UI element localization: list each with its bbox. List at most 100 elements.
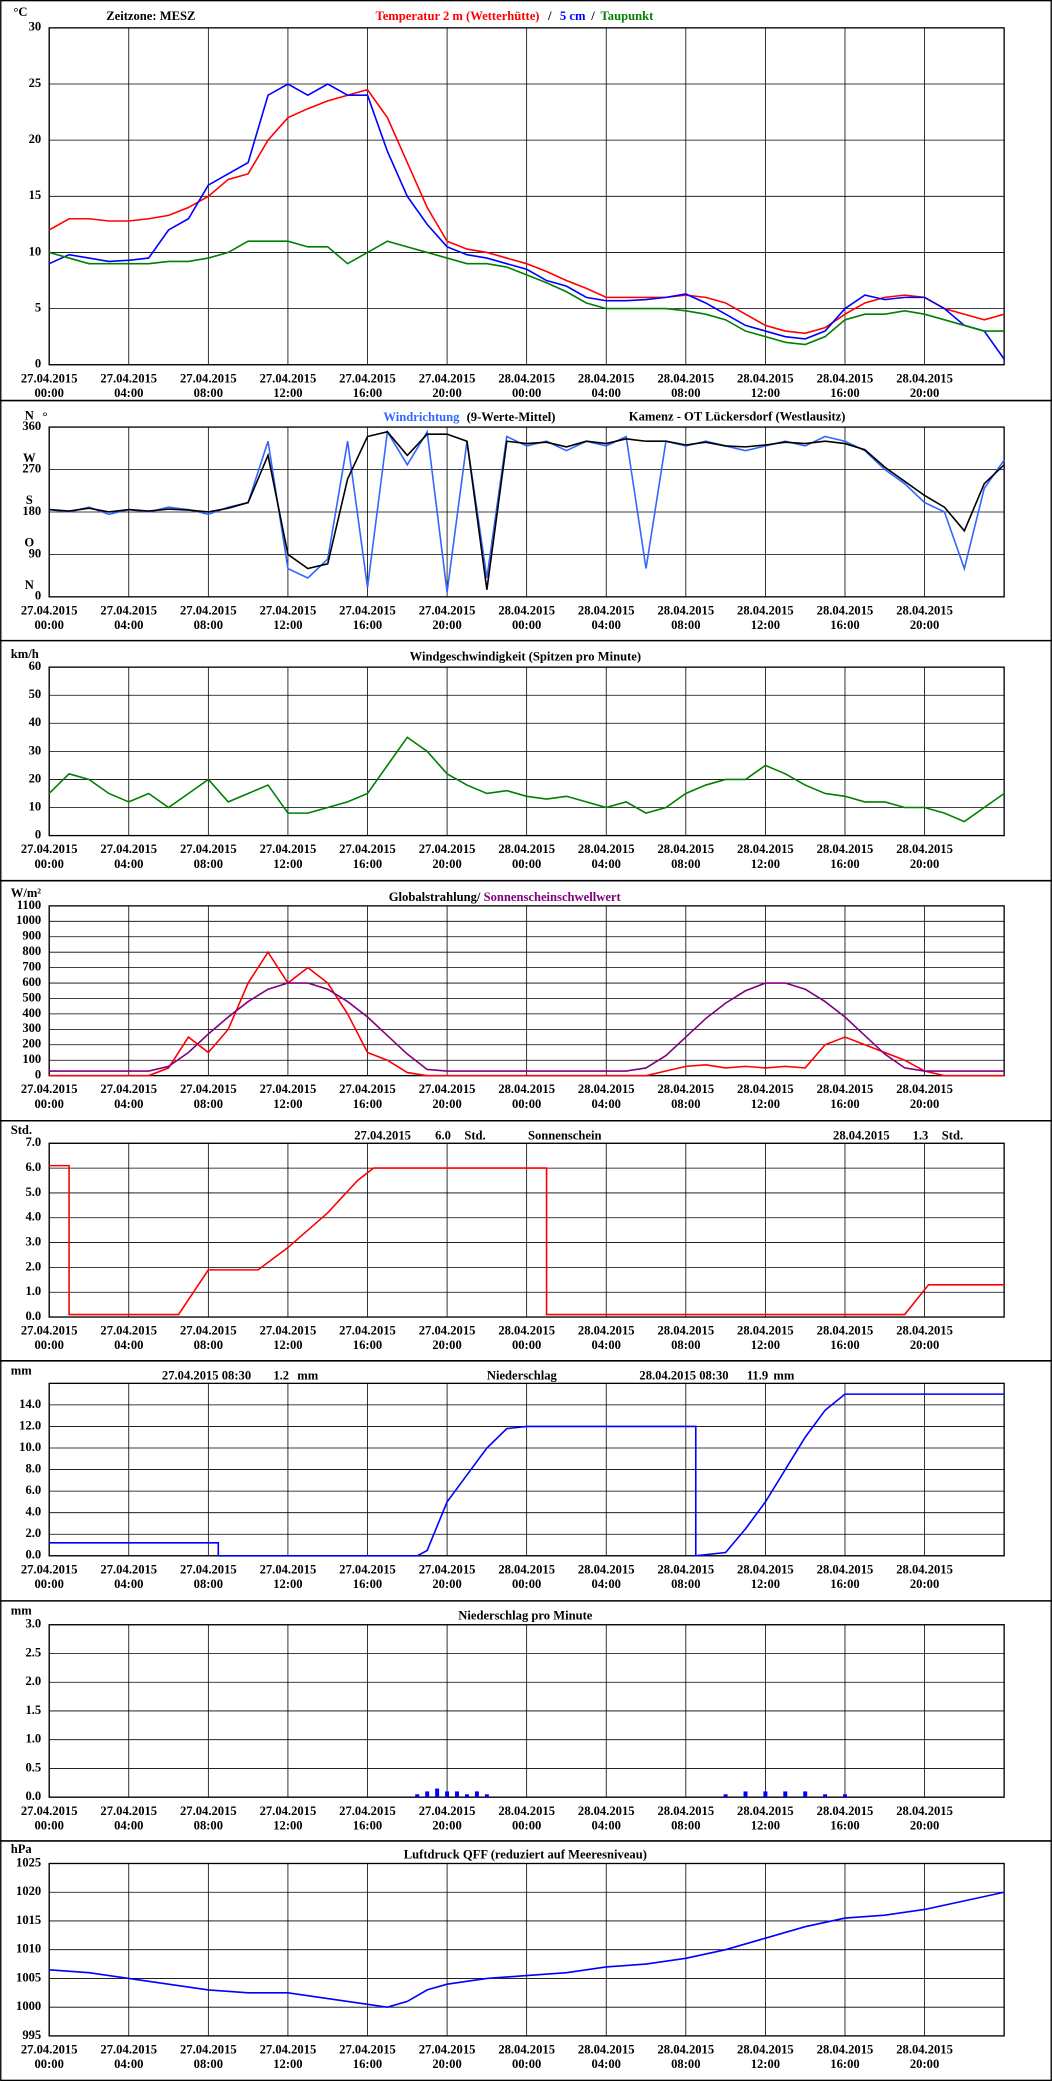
- timezone: Zeitzone: MESZ: [106, 9, 195, 23]
- x-tick-label: 28.04.2015 00:00: [498, 603, 555, 632]
- x-tick-label: 27.04.2015 12:00: [260, 603, 317, 632]
- x-tick-label: 28.04.2015 20:00: [896, 1562, 953, 1591]
- x-tick-label: 28.04.2015 08:00: [657, 1324, 714, 1353]
- x-tick-label: 27.04.2015 20:00: [419, 603, 476, 632]
- x-tick-label: 28.04.2015 12:00: [737, 842, 794, 871]
- chart-title: Windgeschwindigkeit (Spitzen pro Minute): [410, 650, 642, 664]
- chart-title: Niederschlag pro Minute: [458, 1609, 593, 1623]
- x-tick-label: 27.04.2015 00:00: [21, 2042, 78, 2071]
- bar: [415, 1794, 420, 1798]
- y-tick-label: 1.0: [25, 1284, 41, 1298]
- series-line: [49, 982, 1005, 1072]
- x-tick-label: 28.04.2015 20:00: [896, 1804, 953, 1833]
- y-tick-label: 500: [22, 990, 41, 1004]
- x-tick-label: 28.04.2015 04:00: [578, 842, 635, 871]
- x-tick-label: 27.04.2015 16:00: [339, 842, 396, 871]
- y-tick-label: 14.0: [19, 1397, 41, 1411]
- series-line: [49, 1891, 1005, 2008]
- y-tick-label: 30: [29, 20, 42, 34]
- x-tick-label: 28.04.2015 20:00: [896, 1324, 953, 1353]
- separator: /: [590, 9, 595, 23]
- x-tick-label: 28.04.2015 12:00: [737, 371, 794, 400]
- x-tick-label: 28.04.2015 08:00: [657, 2042, 714, 2071]
- y-tick-label: 400: [22, 1006, 41, 1020]
- series-line: [48, 83, 1005, 360]
- chart-title: Sonnenschein: [528, 1129, 602, 1143]
- x-tick-label: 28.04.2015 00:00: [498, 842, 555, 871]
- y-tick-label: 5: [35, 300, 41, 314]
- x-tick-label: 27.04.2015 00:00: [21, 603, 78, 632]
- y-tick-label: 2.0: [25, 1526, 41, 1540]
- legend-entry: 5 cm: [560, 9, 586, 23]
- separator: /: [547, 9, 552, 23]
- bar: [783, 1791, 788, 1798]
- x-tick-label: 27.04.2015 08:00: [180, 1082, 237, 1111]
- annotation: Std.: [942, 1129, 963, 1143]
- x-tick-label: 28.04.2015 00:00: [498, 1324, 555, 1353]
- panel: 0.0 1.0 2.0 3.0 4.0 5.0 6.0 7.0 27.04.2015 00:00 2…: [21, 1135, 1005, 1353]
- y-tick-label: 6.0: [25, 1483, 41, 1497]
- y-tick-label: 6.0: [25, 1160, 41, 1174]
- x-tick-label: 27.04.2015 16:00: [339, 1804, 396, 1833]
- x-tick-label: 28.04.2015 12:00: [737, 1082, 794, 1111]
- x-tick-label: 27.04.2015 16:00: [339, 603, 396, 632]
- series-line: [49, 429, 1005, 593]
- x-tick-label: 27.04.2015 04:00: [100, 1324, 157, 1353]
- y-tick-label: 700: [22, 960, 41, 974]
- annotation: mm: [297, 1369, 318, 1383]
- annotation: 1.3: [913, 1129, 929, 1143]
- compass-label: N: [25, 408, 34, 422]
- bar: [743, 1791, 748, 1798]
- y-tick-label: 0.0: [25, 1309, 41, 1323]
- legend-entry: Windrichtung: [383, 410, 460, 424]
- unit: Std.: [11, 1123, 32, 1137]
- y-tick-label: 12.0: [19, 1418, 41, 1432]
- x-tick-label: 28.04.2015 20:00: [896, 371, 953, 400]
- y-tick-label: 100: [22, 1052, 41, 1066]
- unit: °C: [13, 5, 27, 19]
- series-line: [49, 1393, 1005, 1557]
- x-tick-label: 28.04.2015 08:00: [657, 1804, 714, 1833]
- y-tick-label: 4.0: [25, 1210, 41, 1224]
- y-tick-label: 5.0: [25, 1185, 41, 1199]
- x-tick-label: 27.04.2015 08:00: [180, 842, 237, 871]
- y-tick-label: 0.0: [25, 1548, 41, 1562]
- y-tick-label: 1000: [16, 913, 41, 927]
- y-tick-label: 50: [29, 687, 42, 701]
- x-tick-label: 27.04.2015 04:00: [100, 1562, 157, 1591]
- x-tick-label: 28.04.2015 16:00: [817, 1562, 874, 1591]
- y-tick-label: 0: [35, 589, 41, 603]
- x-tick-label: 27.04.2015 00:00: [21, 1562, 78, 1591]
- y-tick-label: 25: [29, 76, 42, 90]
- x-tick-label: 28.04.2015 04:00: [578, 2042, 635, 2071]
- bar: [803, 1791, 808, 1798]
- y-tick-label: 1020: [16, 1884, 41, 1898]
- station: Kamenz - OT Lückersdorf (Westlausitz): [629, 410, 846, 424]
- x-tick-label: 27.04.2015 00:00: [21, 1082, 78, 1111]
- panel: 0.0 0.5 1.0 1.5 2.0 2.5 3.0 27.04.2015 00:00 27.0…: [21, 1617, 1005, 1833]
- y-tick-label: 8.0: [25, 1461, 41, 1475]
- x-tick-label: 27.04.2015 20:00: [419, 371, 476, 400]
- x-tick-label: 27.04.2015 16:00: [339, 1562, 396, 1591]
- bar: [455, 1791, 460, 1798]
- annotation: 11.9: [747, 1369, 768, 1383]
- legend-entry: Temperatur 2 m (Wetterhütte): [375, 9, 539, 23]
- chart-title: Globalstrahlung/ Sonnenscheinschwellwert: [389, 890, 622, 904]
- y-tick-label: 90: [29, 546, 42, 560]
- chart-title: Luftdruck QFF (reduziert auf Meeresnivea…: [404, 1847, 647, 1861]
- x-tick-label: 28.04.2015 04:00: [578, 1082, 635, 1111]
- y-tick-label: 3.0: [25, 1617, 41, 1631]
- x-tick-label: 28.04.2015 16:00: [817, 1082, 874, 1111]
- y-tick-label: 7.0: [25, 1135, 41, 1149]
- y-tick-label: 600: [22, 975, 41, 989]
- x-tick-label: 28.04.2015 20:00: [896, 842, 953, 871]
- x-tick-label: 27.04.2015 12:00: [260, 371, 317, 400]
- y-tick-label: 2.0: [25, 1674, 41, 1688]
- y-tick-label: 0: [35, 827, 41, 841]
- y-tick-label: 995: [22, 2028, 41, 2042]
- unit: mm: [11, 1603, 32, 1617]
- x-tick-label: 28.04.2015 16:00: [817, 1324, 874, 1353]
- y-tick-label: 10: [29, 799, 42, 813]
